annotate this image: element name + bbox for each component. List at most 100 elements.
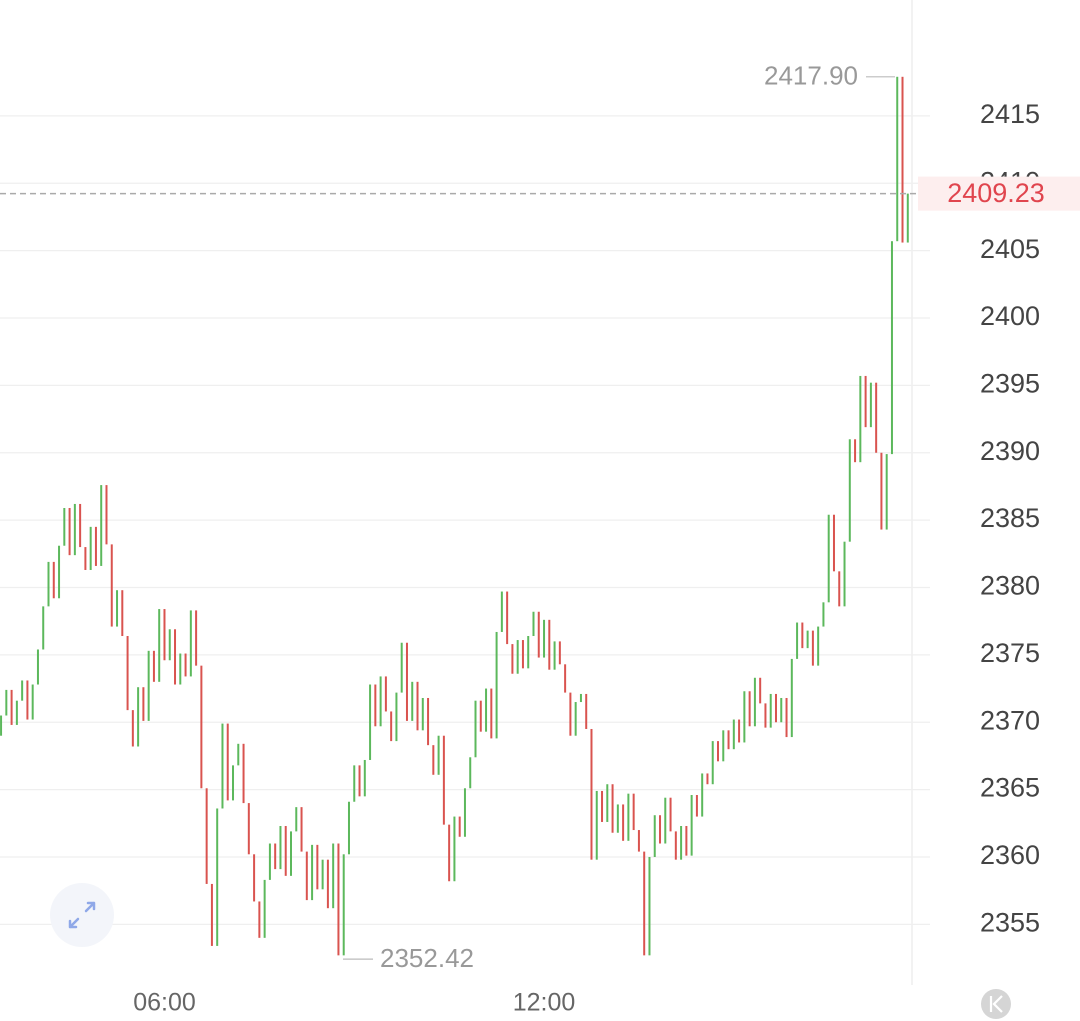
candle	[126, 636, 129, 711]
candle	[685, 825, 688, 856]
candle	[253, 854, 256, 902]
candle	[753, 677, 756, 727]
candle	[268, 843, 271, 880]
candle	[901, 76, 904, 243]
candle	[237, 743, 240, 766]
candle	[94, 526, 97, 566]
candle	[680, 825, 683, 860]
candle	[669, 797, 672, 832]
candle	[379, 676, 382, 727]
candle	[864, 375, 867, 428]
candle	[769, 693, 772, 728]
candle	[537, 611, 540, 658]
y-tick-label: 2415	[980, 99, 1040, 129]
candle	[68, 507, 71, 556]
candle	[664, 797, 667, 844]
candle	[796, 622, 799, 659]
candle	[732, 719, 735, 750]
candle	[0, 715, 3, 736]
candle	[743, 691, 746, 743]
candle	[158, 609, 161, 682]
candle	[448, 824, 451, 882]
candle	[73, 503, 76, 556]
candle	[648, 856, 651, 956]
y-tick-label: 2360	[980, 840, 1040, 870]
candle	[485, 688, 488, 732]
candle	[131, 710, 134, 747]
candle	[706, 773, 709, 785]
collapse-icon[interactable]	[989, 995, 1003, 1013]
candle	[242, 743, 245, 804]
collapse-button-bg[interactable]	[981, 989, 1011, 1019]
candle	[137, 687, 140, 747]
collapse-button[interactable]	[981, 989, 1011, 1019]
expand-button[interactable]	[50, 883, 114, 947]
candle	[569, 692, 572, 736]
candle	[848, 439, 851, 542]
candle	[885, 454, 888, 530]
candle	[869, 382, 872, 428]
candle	[442, 735, 445, 825]
candle	[579, 693, 582, 703]
candle	[659, 815, 662, 844]
candle	[463, 788, 466, 837]
candle	[110, 544, 113, 627]
candle	[553, 641, 556, 670]
candle	[764, 703, 767, 728]
candle	[300, 807, 303, 852]
candle	[390, 711, 393, 742]
candle	[89, 526, 92, 570]
candle	[221, 723, 224, 809]
y-tick-label: 2380	[980, 571, 1040, 601]
candle	[701, 773, 704, 817]
candle	[36, 649, 39, 685]
y-tick-label: 2395	[980, 369, 1040, 399]
candle	[722, 730, 725, 762]
candle	[817, 626, 820, 666]
candle	[311, 844, 314, 901]
candle	[532, 611, 535, 637]
candle	[595, 790, 598, 860]
candle	[558, 641, 561, 665]
candle	[479, 700, 482, 732]
candle	[632, 793, 635, 831]
candle	[184, 653, 187, 677]
candle	[42, 606, 45, 650]
candle	[432, 745, 435, 775]
candle	[875, 382, 878, 453]
expand-button-bg[interactable]	[50, 883, 114, 947]
candle	[906, 193, 909, 243]
candle	[179, 653, 182, 685]
candle	[200, 665, 203, 789]
candle	[384, 676, 387, 712]
candle	[47, 561, 50, 607]
candle	[880, 452, 883, 530]
candle	[295, 807, 298, 832]
candle	[337, 843, 340, 956]
candle	[247, 803, 250, 855]
candle	[469, 757, 472, 789]
x-tick-label: 12:00	[513, 989, 576, 1017]
candle	[10, 689, 13, 725]
candle	[564, 664, 567, 693]
expand-icon[interactable]	[68, 901, 96, 929]
candle	[15, 700, 18, 725]
candle	[859, 375, 862, 463]
candle	[437, 735, 440, 775]
candle	[163, 609, 166, 661]
candle	[63, 507, 66, 546]
candle	[759, 677, 762, 704]
candle	[474, 700, 477, 758]
candle	[374, 684, 377, 727]
candle	[232, 765, 235, 801]
candle	[5, 689, 8, 716]
candle	[189, 610, 192, 677]
grid	[0, 115, 930, 925]
candle	[332, 843, 335, 909]
candle	[453, 816, 456, 882]
candle	[142, 687, 145, 721]
labels: 2355 2360 2365 2370 2375 2380 2385 2390 2395 2400…	[0, 61, 1080, 1017]
y-tick-label: 2375	[980, 638, 1040, 668]
